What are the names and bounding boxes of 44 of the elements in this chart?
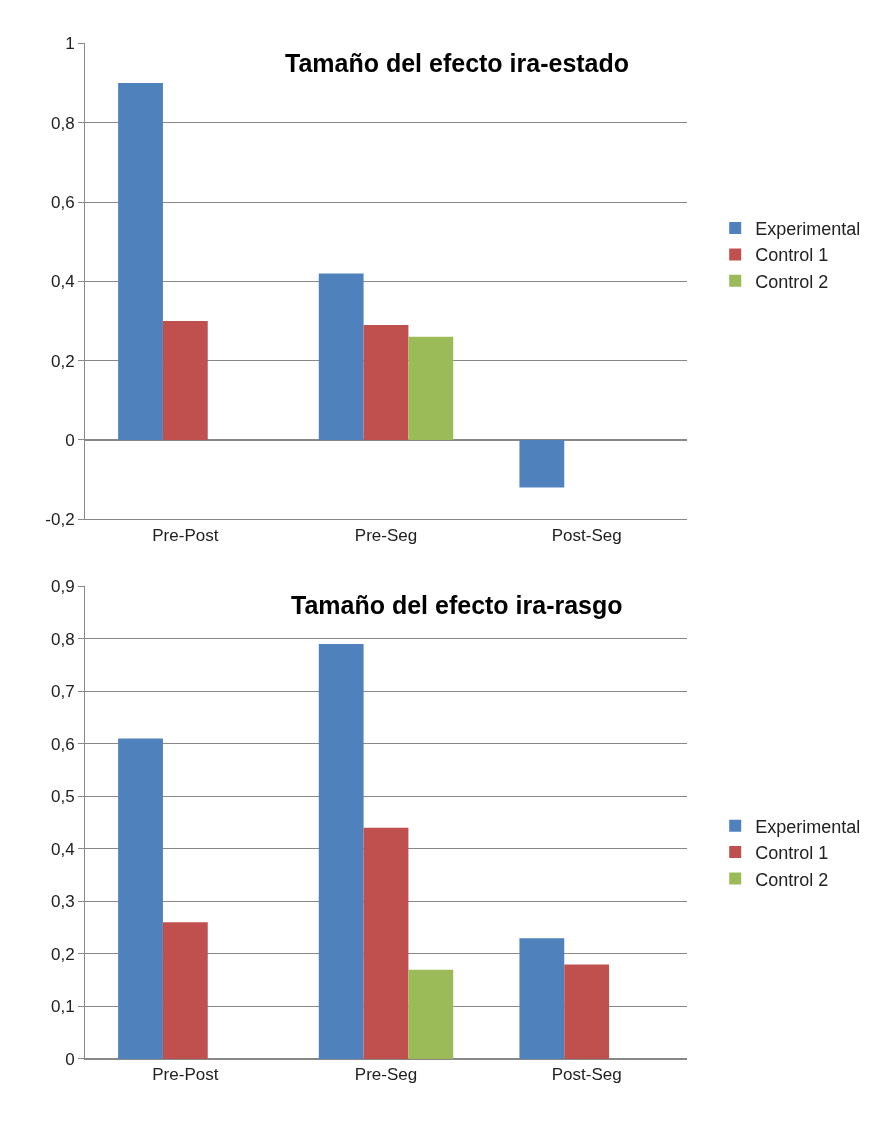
y-tick-label: 0,6 xyxy=(50,734,75,754)
y-tick-label: 1 xyxy=(65,34,75,54)
y-tick-label: 0,8 xyxy=(50,629,75,649)
legend-label: Control 2 xyxy=(755,869,829,890)
bar xyxy=(162,320,208,440)
y-tick-label: 0,1 xyxy=(50,997,75,1017)
y-tick-label: 0,3 xyxy=(50,892,75,912)
y-tick-label: 0 xyxy=(65,1049,75,1069)
x-tick-label: Pre-Seg xyxy=(354,1065,418,1085)
legend-label: Control 1 xyxy=(755,245,829,266)
legend-label: Experimental xyxy=(755,816,861,837)
bar xyxy=(318,273,364,440)
y-tick-label: 0,4 xyxy=(50,272,75,292)
bar xyxy=(519,938,565,1059)
bar xyxy=(408,336,454,440)
x-tick-label: Pre-Seg xyxy=(354,525,418,545)
y-tick-label: 0 xyxy=(65,430,75,450)
y-tick-label: 0,2 xyxy=(50,351,75,371)
chart-title: Tamaño del efecto ira-estado xyxy=(285,49,630,77)
bar xyxy=(118,738,163,1059)
bar xyxy=(318,643,364,1059)
bar xyxy=(162,922,208,1059)
legend-label: Control 1 xyxy=(755,843,829,864)
x-tick-label: Pre-Post xyxy=(152,1065,219,1085)
bar xyxy=(118,83,163,440)
bar xyxy=(363,827,409,1059)
y-tick-label: 0,2 xyxy=(50,944,75,964)
y-tick-label: 0,5 xyxy=(50,787,75,807)
bar xyxy=(363,324,409,440)
y-tick-label: 0,9 xyxy=(50,577,75,597)
x-tick-label: Post-Seg xyxy=(551,525,622,545)
legend-label: Control 2 xyxy=(755,271,829,292)
bar xyxy=(408,969,454,1059)
y-tick-label: 0,6 xyxy=(50,192,75,212)
bar xyxy=(564,964,610,1059)
x-tick-label: Post-Seg xyxy=(551,1065,622,1085)
bar xyxy=(519,439,565,488)
chart-title: Tamaño del efecto ira-rasgo xyxy=(291,591,623,619)
y-tick-label: 0,4 xyxy=(50,839,75,859)
legend-label: Experimental xyxy=(755,219,861,239)
y-tick-label: 0,7 xyxy=(50,682,75,702)
x-tick-label: Pre-Post xyxy=(152,525,219,545)
y-tick-label: 0,8 xyxy=(50,113,75,133)
y-tick-label: -0,2 xyxy=(45,510,75,530)
